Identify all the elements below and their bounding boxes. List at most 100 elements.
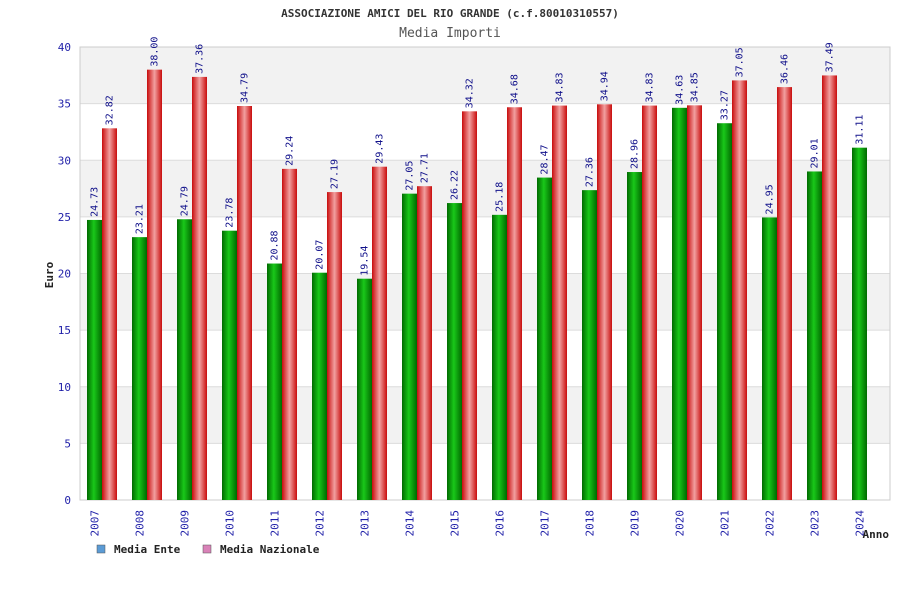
x-tick-label: 2015 bbox=[449, 510, 462, 537]
data-labels: 24.73 23.21 24.79 23.78 20.88 20.07 19.54 27.05… bbox=[90, 37, 866, 276]
x-tick-label: 2014 bbox=[404, 510, 417, 537]
x-tick-label: 2011 bbox=[269, 510, 282, 537]
x-tick-label: 2019 bbox=[629, 510, 642, 537]
bar-media-nazionale bbox=[282, 168, 297, 500]
x-tick-label: 2017 bbox=[539, 510, 552, 537]
x-tick-label: 2008 bbox=[134, 510, 147, 537]
legend: Media Ente Media Nazionale bbox=[96, 543, 320, 556]
bar-media-ente bbox=[537, 177, 552, 500]
y-tick-label: 30 bbox=[58, 154, 71, 167]
chart-subtitle: Media Importi bbox=[399, 26, 501, 41]
bar-media-nazionale bbox=[597, 104, 612, 500]
data-label: 34.32 bbox=[465, 78, 476, 108]
x-axis-ticks: 2007 2008 2009 2010 2011 2012 2013 2014 2015 2016… bbox=[89, 510, 867, 537]
bar-media-ente bbox=[177, 219, 192, 501]
data-label: 27.36 bbox=[585, 157, 596, 187]
x-tick-label: 2024 bbox=[854, 510, 867, 537]
x-tick-label: 2007 bbox=[89, 510, 102, 537]
data-label: 38.00 bbox=[150, 37, 161, 67]
data-label: 34.83 bbox=[555, 72, 566, 102]
y-axis-ticks: 0 5 10 15 20 25 30 35 40 bbox=[58, 41, 71, 507]
grid-band bbox=[80, 160, 890, 217]
x-tick-label: 2022 bbox=[764, 510, 777, 537]
bar-media-nazionale bbox=[327, 192, 342, 501]
grid-band bbox=[80, 443, 890, 500]
bar-media-ente bbox=[222, 230, 237, 500]
legend-label-media-ente: Media Ente bbox=[114, 543, 181, 556]
bar-media-ente bbox=[87, 219, 102, 501]
x-tick-label: 2013 bbox=[359, 510, 372, 537]
data-label: 31.11 bbox=[855, 115, 866, 145]
x-tick-label: 2021 bbox=[719, 510, 732, 537]
bar-media-nazionale bbox=[192, 76, 207, 500]
data-label: 37.05 bbox=[735, 47, 746, 77]
data-label: 24.79 bbox=[180, 186, 191, 216]
x-tick-label: 2012 bbox=[314, 510, 327, 537]
bar-media-ente bbox=[582, 190, 597, 500]
grid-band bbox=[80, 216, 890, 274]
bar-media-ente bbox=[852, 147, 867, 500]
y-tick-label: 10 bbox=[58, 381, 71, 394]
x-axis-label: Anno bbox=[863, 528, 890, 541]
data-label: 24.95 bbox=[765, 184, 776, 214]
bar-media-ente bbox=[357, 278, 372, 500]
data-label: 27.71 bbox=[420, 153, 431, 183]
y-axis-label: Euro bbox=[43, 261, 56, 288]
bar-media-nazionale bbox=[777, 87, 792, 500]
data-label: 37.49 bbox=[825, 42, 836, 72]
bar-media-nazionale bbox=[462, 111, 477, 501]
legend-swatch-media-ente bbox=[96, 544, 106, 554]
bar-media-ente bbox=[492, 214, 507, 501]
data-label: 19.54 bbox=[360, 246, 371, 276]
data-label: 34.79 bbox=[240, 73, 251, 103]
x-tick-label: 2009 bbox=[179, 510, 192, 537]
bar-media-nazionale bbox=[552, 105, 567, 501]
data-label: 37.36 bbox=[195, 44, 206, 74]
data-label: 34.85 bbox=[690, 72, 701, 102]
y-tick-label: 20 bbox=[58, 268, 71, 281]
data-label: 33.27 bbox=[720, 90, 731, 120]
bar-media-nazionale bbox=[642, 105, 657, 501]
x-tick-label: 2016 bbox=[494, 510, 507, 537]
data-label: 34.63 bbox=[675, 75, 686, 105]
bar-media-nazionale bbox=[147, 69, 162, 501]
y-tick-label: 0 bbox=[64, 494, 71, 507]
data-label: 29.01 bbox=[810, 138, 821, 168]
bar-media-nazionale bbox=[417, 186, 432, 500]
x-tick-label: 2020 bbox=[674, 510, 687, 537]
bar-media-ente bbox=[762, 217, 777, 500]
y-tick-label: 5 bbox=[64, 437, 71, 450]
data-label: 32.82 bbox=[105, 95, 116, 125]
data-label: 23.21 bbox=[135, 204, 146, 234]
bar-media-ente bbox=[807, 171, 822, 501]
bar-media-nazionale bbox=[102, 128, 117, 500]
legend-swatch-media-nazionale bbox=[202, 544, 212, 554]
bar-media-ente bbox=[627, 172, 642, 500]
data-label: 25.18 bbox=[495, 182, 506, 212]
data-label: 20.88 bbox=[270, 230, 281, 260]
y-tick-label: 35 bbox=[58, 98, 71, 111]
bar-media-ente bbox=[312, 272, 327, 500]
data-label: 27.19 bbox=[330, 159, 341, 189]
x-tick-label: 2023 bbox=[809, 510, 822, 537]
data-label: 23.78 bbox=[225, 198, 236, 228]
grid-band bbox=[80, 386, 890, 444]
bars bbox=[87, 69, 867, 501]
grid-band bbox=[80, 330, 890, 387]
bar-media-nazionale bbox=[732, 80, 747, 500]
bar-media-ente bbox=[672, 107, 687, 500]
data-label: 28.47 bbox=[540, 144, 551, 174]
bar-media-ente bbox=[132, 237, 147, 501]
data-label: 34.83 bbox=[645, 72, 656, 102]
grid-band bbox=[80, 47, 890, 104]
bar-media-ente bbox=[267, 263, 282, 500]
grid-band bbox=[80, 273, 890, 331]
data-label: 29.43 bbox=[375, 134, 386, 164]
y-tick-label: 25 bbox=[58, 211, 71, 224]
data-label: 36.46 bbox=[780, 54, 791, 84]
bar-media-nazionale bbox=[507, 107, 522, 501]
data-label: 20.07 bbox=[315, 240, 326, 270]
y-tick-label: 40 bbox=[58, 41, 71, 54]
bar-media-ente bbox=[717, 123, 732, 500]
data-label: 27.05 bbox=[405, 161, 416, 191]
